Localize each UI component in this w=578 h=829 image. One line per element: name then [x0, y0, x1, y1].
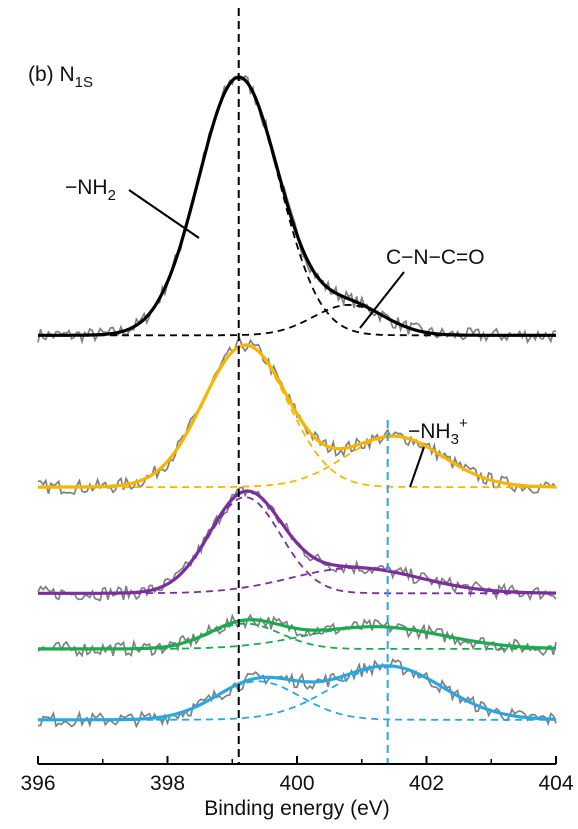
component-fit-layer	[38, 76, 557, 721]
series-1-envelope	[38, 343, 557, 489]
annotation-nh2-leader	[128, 189, 200, 239]
chart-title-main: (b) N	[28, 63, 75, 86]
x-axis: 396 398 400 402 404	[20, 756, 574, 795]
annotation-nh3-text: −NH	[408, 420, 451, 443]
series-0-envelope	[38, 75, 556, 337]
annotation-amide-text: C−N−C=O	[386, 246, 485, 269]
series-0-component-1	[38, 303, 556, 337]
annotation-nh3: −NH3+	[408, 415, 468, 448]
annotation-amide: C−N−C=O	[386, 246, 485, 269]
chart-title-subscript: 1S	[75, 74, 93, 91]
series-2-envelope	[38, 489, 556, 595]
annotation-nh3-sup: +	[459, 415, 468, 432]
annotation-nh2-text: −NH	[65, 176, 108, 199]
x-tick-label-4: 404	[538, 772, 573, 795]
annotation-amide-leader	[359, 271, 405, 329]
x-axis-title: Binding energy (eV)	[204, 797, 390, 820]
x-tick-label-3: 402	[409, 772, 444, 795]
x-tick-label-2: 400	[279, 772, 314, 795]
series-0-raw-data	[37, 74, 557, 345]
annotation-nh2: −NH2	[65, 176, 116, 204]
annotation-nh3-leader	[409, 446, 425, 488]
series-3-envelope	[38, 618, 557, 651]
series-3-raw-data	[37, 613, 557, 658]
annotation-nh2-sub: 2	[108, 187, 116, 204]
x-tick-label-0: 396	[20, 772, 55, 795]
series-1-component-1	[38, 435, 557, 488]
series-4-raw-data	[37, 658, 557, 729]
envelope-fit-layer	[38, 75, 557, 722]
annotation-nh3-sub: 3	[451, 431, 459, 448]
reference-line-layer	[237, 8, 389, 764]
series-4-envelope	[38, 664, 557, 722]
chart-title: (b) N1S	[28, 63, 93, 91]
x-tick-label-1: 398	[150, 772, 185, 795]
series-0-component-0	[38, 76, 556, 337]
